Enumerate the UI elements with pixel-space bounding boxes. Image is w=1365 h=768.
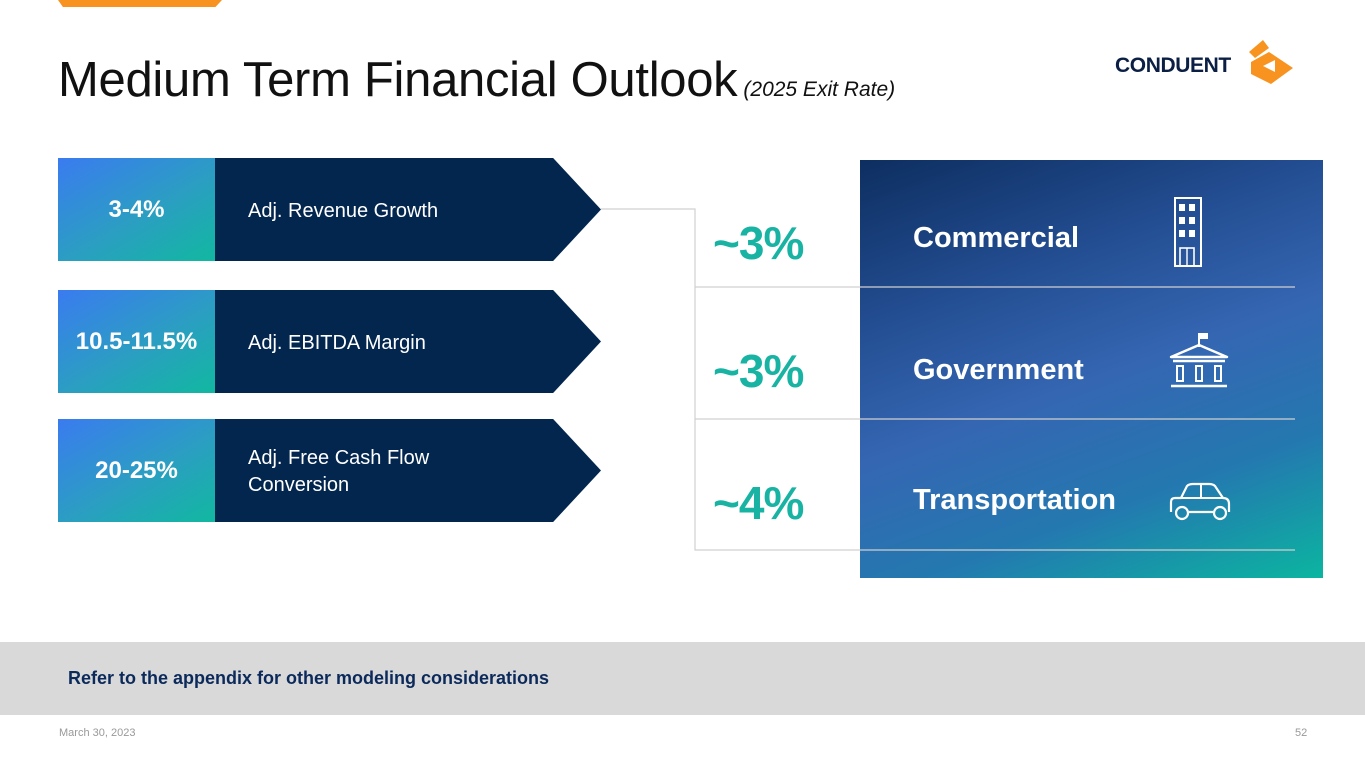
metric-arrow [215,419,601,522]
segment-government: ~3% Government [695,287,1295,418]
metric-label: Adj. Revenue Growth [248,200,439,222]
page-title-group: Medium Term Financial Outlook (2025 Exit … [58,52,895,108]
metric-label: Adj. Free Cash Flow Conversion [248,447,430,496]
conduent-logo: CONDUENT [1115,38,1300,88]
segment-growth-pct: ~3% [713,217,804,269]
footer-note: Refer to the appendix for other modeling… [68,668,550,688]
metric-revenue-growth: 3-4% Adj. Revenue Growth [58,158,603,261]
segment-panel [860,160,1323,578]
metric-ebitda-margin: 10.5-11.5% Adj. EBITDA Margin [58,290,603,393]
metric-arrow [215,158,601,261]
top-accent-bar [58,0,222,7]
building-icon [1174,197,1202,267]
metric-arrow [215,290,601,393]
slide-date: March 30, 2023 [59,727,136,739]
metric-value: 20-25% [58,419,215,522]
metric-value: 3-4% [58,158,215,261]
metric-value: 10.5-11.5% [58,290,215,393]
page-subtitle: (2025 Exit Rate) [743,78,896,101]
segment-commercial: ~3% Commercial [695,160,1295,291]
segment-name: Commercial [913,222,1080,254]
segment-name: Transportation [913,484,1117,516]
footer-note-band: Refer to the appendix for other modeling… [0,642,1365,715]
logo-text: CONDUENT [1115,54,1231,77]
car-icon [1169,482,1231,521]
conduent-logo-mark-icon [1249,40,1293,84]
page-title: Medium Term Financial Outlook [58,53,738,107]
segment-transportation: ~4% Transportation [695,418,1295,549]
segment-growth-pct: ~4% [713,477,804,529]
page-number: 52 [1295,727,1308,739]
metric-label: Adj. EBITDA Margin [248,332,426,354]
metric-free-cash-flow: 20-25% Adj. Free Cash Flow Conversion [58,419,603,522]
segment-growth-pct: ~3% [713,345,804,397]
segment-name: Government [913,354,1084,386]
government-building-icon [1169,333,1229,388]
